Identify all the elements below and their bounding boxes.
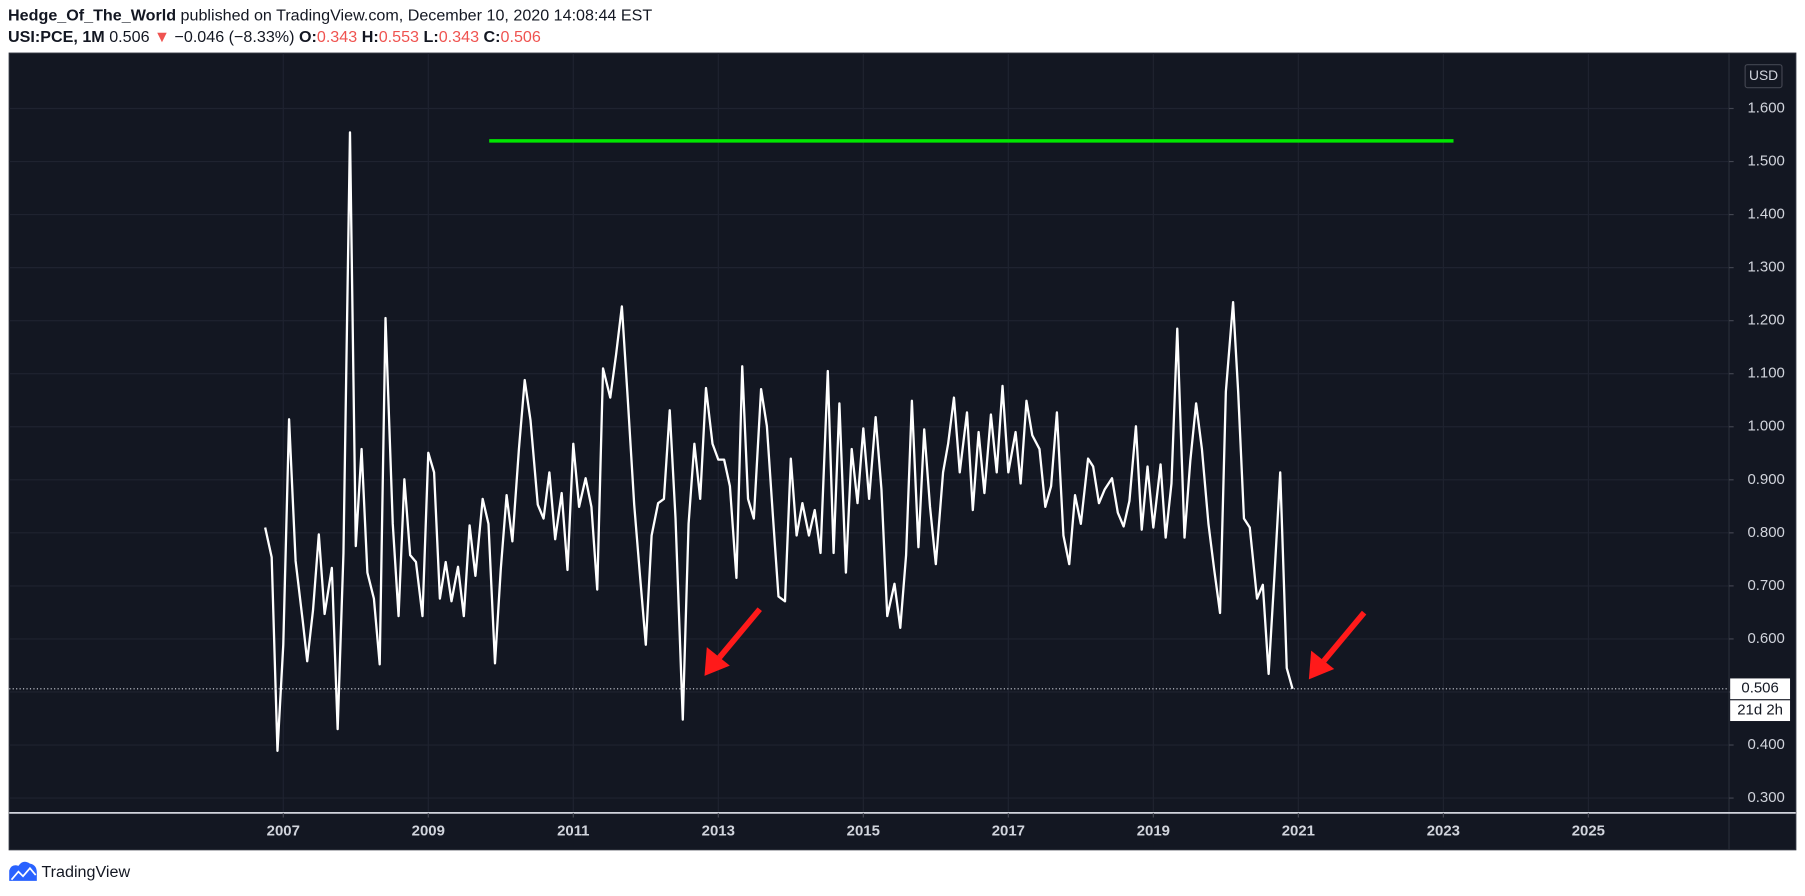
x-tick-label: 2019 xyxy=(1137,822,1170,839)
y-tick-label: 0.400 xyxy=(1747,736,1784,753)
plot-area xyxy=(9,53,1730,813)
arrow xyxy=(1308,610,1367,680)
price-tag-label: 0.506 xyxy=(1741,680,1778,697)
currency-box[interactable] xyxy=(1744,64,1783,89)
change: −0.046 (−8.33%) xyxy=(174,28,294,46)
y-tick-label: 1.400 xyxy=(1747,206,1784,223)
logo-icon-line[interactable] xyxy=(10,866,37,881)
y-tick-label: 0.800 xyxy=(1747,524,1784,541)
x-tick-label: 2009 xyxy=(412,822,445,839)
y-tick-label: 1.000 xyxy=(1747,418,1784,435)
ohlc-value: 0.343 xyxy=(439,28,479,46)
ohlc-label: H: xyxy=(362,28,379,46)
published: published on TradingView.com, December 1… xyxy=(181,7,653,25)
ohlc-value: 0.553 xyxy=(379,28,419,46)
y-tick-label: 0.600 xyxy=(1747,630,1784,647)
ohlc-label: L: xyxy=(424,28,439,46)
x-tick-label: 2017 xyxy=(992,822,1025,839)
change-arrow: ▼ xyxy=(154,28,170,46)
x-tick-label: 2007 xyxy=(267,822,300,839)
arrow-head xyxy=(704,647,730,676)
publisher: Hedge_Of_The_World xyxy=(8,7,176,25)
x-tick-label: 2025 xyxy=(1572,822,1605,839)
brand[interactable]: TradingView xyxy=(41,863,130,881)
y-tick-label: 1.200 xyxy=(1747,312,1784,329)
logo-icon[interactable] xyxy=(9,861,37,881)
symbol: USI:PCE, 1M xyxy=(8,28,105,46)
y-tick-label: 0.700 xyxy=(1747,577,1784,594)
arrow-head xyxy=(1308,650,1335,680)
x-tick-label: 2015 xyxy=(847,822,880,839)
countdown-label: 21d 2h xyxy=(1737,702,1783,719)
x-tick-label: 2023 xyxy=(1427,822,1460,839)
x-tick-label: 2011 xyxy=(557,822,589,839)
y-tick-label: 0.900 xyxy=(1747,471,1784,488)
x-tick-label: 2021 xyxy=(1282,822,1315,839)
arrow xyxy=(704,607,762,676)
logo[interactable]: TradingView xyxy=(9,861,130,881)
y-tick-label: 1.500 xyxy=(1747,152,1784,169)
y-tick-label: 1.600 xyxy=(1747,99,1784,116)
y-tick-label: 0.300 xyxy=(1747,789,1784,806)
arrow-shaft xyxy=(717,607,762,660)
header-line: Hedge_Of_The_World published on TradingV… xyxy=(8,7,652,25)
ohlc-value: 0.506 xyxy=(501,28,541,46)
x-tick-label: 2013 xyxy=(702,822,735,839)
ohlc-label: C: xyxy=(484,28,501,46)
y-tick-label: 1.100 xyxy=(1747,365,1784,382)
price-tag xyxy=(1730,678,1791,700)
y-tick-label: 1.300 xyxy=(1747,259,1784,276)
chart-panel xyxy=(8,52,1797,851)
arrow-shaft xyxy=(1321,610,1367,663)
countdown-tag xyxy=(1730,700,1791,722)
ohlc-label: O: xyxy=(299,28,317,46)
symbol-line: USI:PCE, 1M 0.506 ▼ −0.046 (−8.33%) O:0.… xyxy=(8,28,541,46)
last-price: 0.506 xyxy=(109,28,149,46)
ohlc-value: 0.343 xyxy=(317,28,357,46)
currency[interactable]: USD xyxy=(1749,67,1778,83)
price-line xyxy=(264,131,1294,753)
